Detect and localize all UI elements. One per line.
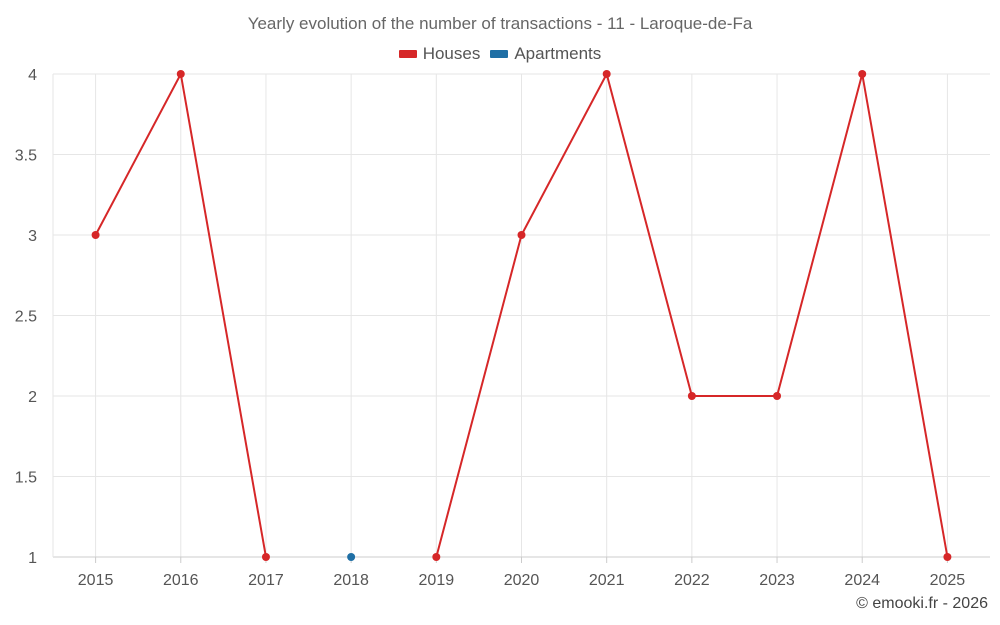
- axes: 1 1.5 2 2.5 3 3.5 4 2015 2016 2017 2018 2019 2020 202…: [15, 67, 990, 589]
- legend-item-houses[interactable]: Houses: [398, 44, 481, 64]
- data-point-houses: [858, 70, 867, 78]
- chart-title: Yearly evolution of the number of transa…: [247, 14, 753, 33]
- data-point-houses: [517, 231, 526, 239]
- y-tick-label: 3.5: [15, 148, 37, 165]
- x-tick-label: 2018: [333, 572, 369, 589]
- x-tick-label: 2019: [419, 572, 455, 589]
- legend-swatch-houses: [398, 50, 417, 58]
- data-point-houses: [91, 231, 100, 239]
- y-tick-label: 2.5: [15, 309, 37, 326]
- data-point-houses: [432, 553, 441, 561]
- legend-swatch-apartments: [490, 50, 509, 58]
- y-tick-label: 4: [28, 67, 37, 84]
- data-point-houses: [176, 70, 185, 78]
- data-point-houses: [687, 392, 696, 400]
- data-point-houses: [261, 553, 270, 561]
- data-point-houses: [943, 553, 952, 561]
- x-tick-label: 2015: [78, 572, 114, 589]
- legend-label-houses: Houses: [422, 44, 481, 63]
- legend: Houses Apartments: [0, 44, 1000, 64]
- y-tick-label: 2: [28, 389, 37, 406]
- series-layer: [91, 70, 952, 561]
- y-tick-label: 1: [28, 550, 37, 567]
- credit-text: © emooki.fr - 2026: [856, 595, 988, 612]
- data-point-houses: [773, 392, 782, 400]
- x-tick-label: 2025: [930, 572, 966, 589]
- data-point-apartments: [347, 553, 356, 561]
- series-apartments: [347, 553, 356, 561]
- series-houses: [91, 70, 952, 561]
- x-tick-label: 2024: [844, 572, 880, 589]
- x-tick-label: 2020: [504, 572, 540, 589]
- legend-item-apartments[interactable]: Apartments: [490, 44, 601, 64]
- y-tick-label: 1.5: [15, 470, 37, 487]
- y-tick-label: 3: [28, 228, 37, 245]
- x-tick-label: 2022: [674, 572, 710, 589]
- x-tick-label: 2017: [248, 572, 284, 589]
- x-tick-label: 2016: [163, 572, 199, 589]
- x-tick-label: 2021: [589, 572, 625, 589]
- legend-label-apartments: Apartments: [514, 44, 602, 63]
- x-tick-label: 2023: [759, 572, 795, 589]
- data-point-houses: [602, 70, 611, 78]
